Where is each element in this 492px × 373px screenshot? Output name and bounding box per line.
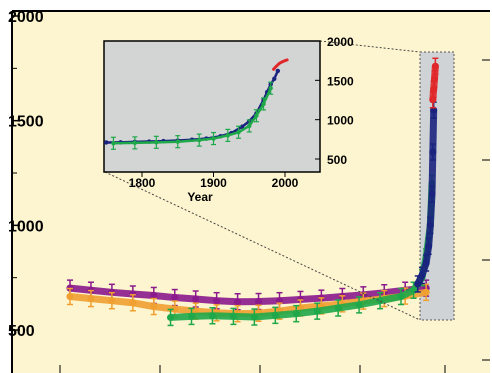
data-point — [426, 221, 434, 229]
data-point — [431, 62, 439, 70]
data-point — [129, 299, 137, 307]
data-point — [334, 304, 342, 312]
data-point — [271, 311, 279, 319]
inset-data-point — [275, 68, 281, 74]
inset-series-line — [112, 86, 272, 145]
data-point — [428, 190, 436, 198]
inset-y-tick-label: 1000 — [327, 114, 354, 128]
inset-y-tick-label: 2000 — [327, 35, 354, 49]
data-point — [213, 297, 221, 305]
data-point — [397, 293, 405, 301]
data-point — [414, 280, 422, 288]
inset-data-point — [272, 76, 277, 81]
data-point — [425, 242, 433, 250]
data-point — [418, 272, 426, 280]
connector-line-top — [319, 40, 421, 53]
data-point — [167, 313, 175, 321]
inset-data-point — [225, 133, 230, 138]
data-point — [192, 295, 200, 303]
data-point — [129, 290, 137, 298]
data-point — [255, 298, 263, 306]
data-point — [171, 305, 179, 313]
inset-x-axis-label: Year — [187, 190, 213, 204]
data-point — [171, 294, 179, 302]
inset-data-point — [261, 101, 266, 107]
inset-y-tick-label: 500 — [327, 153, 347, 167]
inset-data-point — [111, 141, 116, 146]
inset-plot-area — [103, 40, 321, 173]
data-point — [422, 259, 430, 267]
inset-series-red — [272, 58, 289, 71]
data-point — [229, 312, 237, 320]
data-point — [234, 298, 242, 306]
y-tick-label: 500 — [8, 323, 35, 340]
data-point — [66, 293, 74, 301]
inset-x-tick-label: 2000 — [272, 176, 299, 190]
data-point — [150, 291, 158, 299]
series-red — [429, 57, 439, 109]
y-tick-label: 1000 — [8, 218, 44, 235]
inset-data-point — [154, 140, 159, 145]
data-point — [250, 313, 258, 321]
data-point — [208, 312, 216, 320]
y-tick-label: 2000 — [8, 9, 44, 26]
inset-data-point — [211, 136, 216, 141]
data-point — [292, 310, 300, 318]
data-point — [313, 307, 321, 315]
inset-x-tick-label: 1800 — [129, 176, 156, 190]
data-point — [431, 75, 439, 83]
inset-series-line — [272, 58, 289, 71]
data-point — [108, 297, 116, 305]
inset-data-point — [175, 139, 180, 144]
data-point — [87, 295, 95, 303]
inset-y-tick-label: 1500 — [327, 74, 354, 88]
data-point — [150, 303, 158, 311]
inset-series-green — [110, 81, 274, 150]
data-point — [188, 312, 196, 320]
inset-data-point — [197, 137, 202, 143]
inset-data-point — [268, 86, 273, 91]
data-point — [429, 148, 437, 156]
inset-data-point — [236, 130, 241, 135]
y-tick-label: 1500 — [8, 114, 44, 131]
data-point — [422, 288, 430, 296]
inset-data-point — [239, 124, 245, 129]
inset-x-tick-label: 1900 — [200, 176, 227, 190]
data-point — [376, 297, 384, 305]
data-point — [355, 301, 363, 309]
inset-data-point — [132, 140, 138, 146]
inset-data-point — [104, 140, 109, 145]
inset-data-point — [247, 123, 252, 129]
inset-data-point — [254, 113, 259, 118]
